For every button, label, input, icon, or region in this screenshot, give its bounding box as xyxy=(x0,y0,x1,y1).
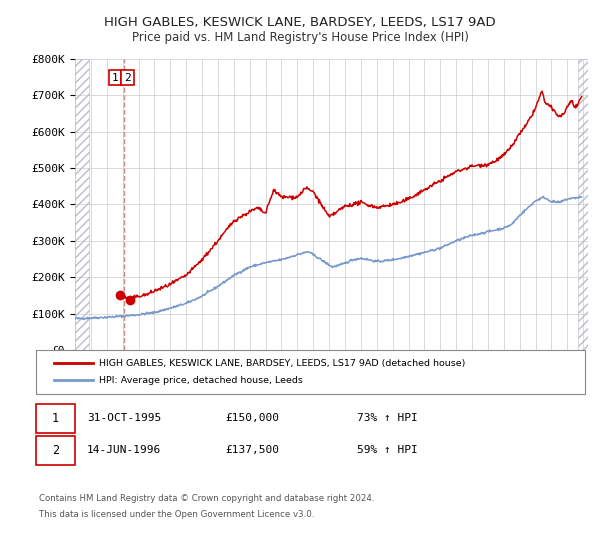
Text: £150,000: £150,000 xyxy=(225,413,279,423)
Text: HPI: Average price, detached house, Leeds: HPI: Average price, detached house, Leed… xyxy=(99,376,303,385)
Text: 1: 1 xyxy=(52,412,59,425)
Text: 1: 1 xyxy=(112,73,118,83)
Text: 14-JUN-1996: 14-JUN-1996 xyxy=(87,445,161,455)
Text: 2: 2 xyxy=(124,73,131,83)
Text: Contains HM Land Registry data © Crown copyright and database right 2024.: Contains HM Land Registry data © Crown c… xyxy=(39,494,374,503)
Text: 2: 2 xyxy=(52,444,59,457)
Text: HIGH GABLES, KESWICK LANE, BARDSEY, LEEDS, LS17 9AD (detached house): HIGH GABLES, KESWICK LANE, BARDSEY, LEED… xyxy=(99,359,466,368)
Text: 73% ↑ HPI: 73% ↑ HPI xyxy=(357,413,418,423)
Text: 31-OCT-1995: 31-OCT-1995 xyxy=(87,413,161,423)
Text: 59% ↑ HPI: 59% ↑ HPI xyxy=(357,445,418,455)
Text: £137,500: £137,500 xyxy=(225,445,279,455)
Text: This data is licensed under the Open Government Licence v3.0.: This data is licensed under the Open Gov… xyxy=(39,510,314,519)
Text: HIGH GABLES, KESWICK LANE, BARDSEY, LEEDS, LS17 9AD: HIGH GABLES, KESWICK LANE, BARDSEY, LEED… xyxy=(104,16,496,29)
Text: Price paid vs. HM Land Registry's House Price Index (HPI): Price paid vs. HM Land Registry's House … xyxy=(131,31,469,44)
